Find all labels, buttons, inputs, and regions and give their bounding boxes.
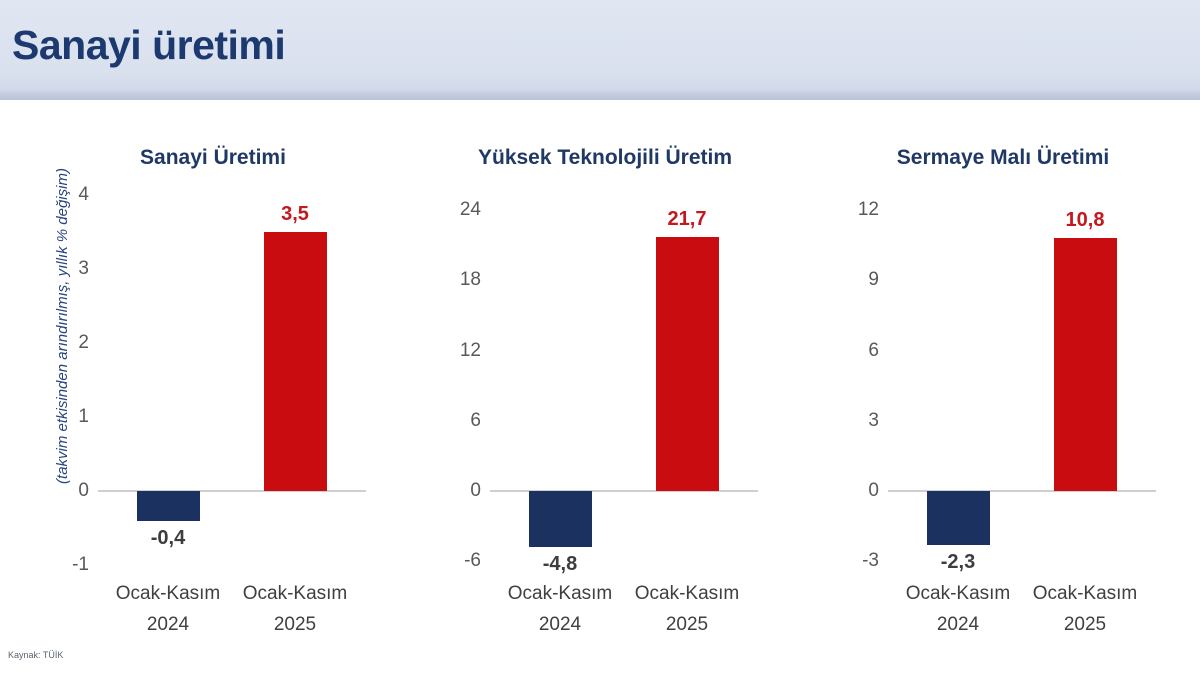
zero-axis-line xyxy=(98,490,366,492)
bar-value-label: -0,4 xyxy=(150,526,186,549)
bar-value-label: -4,8 xyxy=(542,553,578,576)
y-tick-label: 0 xyxy=(78,480,89,501)
bar-2025-positive xyxy=(263,232,327,491)
y-tick-label: 1 xyxy=(78,406,89,427)
y-axis-note: (takvim etkisinden arındırılmış, yıllık … xyxy=(54,168,71,484)
x-category-year: 2024 xyxy=(936,614,980,635)
source-note: Kaynak: TÜİK xyxy=(8,650,64,660)
bar-2024-negative xyxy=(136,491,200,521)
header-band: Sanayi üretimi xyxy=(0,0,1200,100)
bar-2024-negative xyxy=(926,491,990,545)
zero-axis-line xyxy=(888,490,1156,492)
y-tick-label: -1 xyxy=(72,554,89,575)
x-category-label: Ocak-Kasım 2025 xyxy=(215,578,375,640)
x-category-label: Ocak-Kasım 2025 xyxy=(607,578,767,640)
x-category-label: Ocak-Kasım 2024 xyxy=(88,578,248,640)
y-tick-label: 4 xyxy=(78,184,89,205)
y-tick-label: 18 xyxy=(459,269,481,291)
y-tick-label: 12 xyxy=(459,339,481,361)
chart-title: Yüksek Teknolojili Üretim xyxy=(477,146,733,169)
x-category-year: 2025 xyxy=(1063,614,1107,635)
x-category-year: 2025 xyxy=(273,614,317,635)
bar-value-label: -2,3 xyxy=(940,550,976,573)
bar-value-label: 3,5 xyxy=(281,203,309,225)
y-tick-label: 12 xyxy=(857,199,879,221)
x-category-label: Ocak-Kasım 2024 xyxy=(878,578,1038,640)
x-category-label: Ocak-Kasım 2024 xyxy=(480,578,640,640)
bar-2024-negative xyxy=(528,491,592,548)
y-tick-label: 0 xyxy=(470,480,481,501)
bar-value-label: 21,7 xyxy=(667,208,707,231)
x-category-year: 2024 xyxy=(538,614,582,635)
page-title: Sanayi üretimi xyxy=(12,22,286,68)
x-category-year: 2024 xyxy=(146,614,190,635)
y-tick-label: -6 xyxy=(464,550,481,572)
y-tick-label: 2 xyxy=(78,332,89,353)
chart-title: Sanayi Üretimi xyxy=(140,146,286,169)
y-tick-label: 6 xyxy=(470,409,481,431)
bar-2025-positive xyxy=(655,237,719,491)
y-tick-label: 3 xyxy=(78,258,89,279)
y-tick-label: 3 xyxy=(868,409,879,431)
y-tick-label: 0 xyxy=(868,480,879,501)
y-tick-label: 6 xyxy=(868,339,879,361)
zero-axis-line xyxy=(490,490,758,492)
x-category-label: Ocak-Kasım 2025 xyxy=(1005,578,1165,640)
y-tick-label: -3 xyxy=(862,550,879,572)
y-tick-label: 9 xyxy=(868,269,879,291)
bar-value-label: 10,8 xyxy=(1065,209,1105,232)
bar-2025-positive xyxy=(1053,238,1117,491)
chart-title: Sermaye Malı Üretimi xyxy=(896,146,1110,169)
x-category-year: 2025 xyxy=(665,614,709,635)
y-tick-label: 24 xyxy=(459,199,481,221)
